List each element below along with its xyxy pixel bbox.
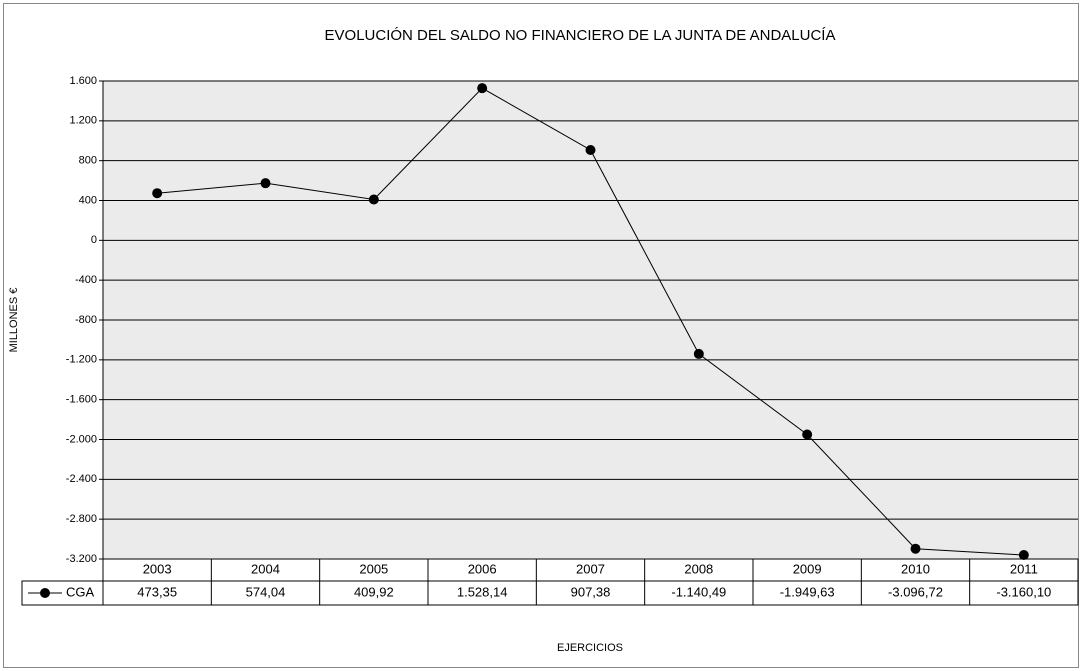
y-tick-label: 1.600 [69, 75, 97, 87]
y-tick-label: -1.200 [66, 354, 97, 366]
data-label: -3.096,72 [888, 584, 943, 599]
x-tick-label: 2003 [143, 561, 172, 576]
y-tick-label: -2.000 [66, 433, 97, 445]
y-tick-label: -400 [75, 274, 97, 286]
data-label: -3.160,10 [996, 584, 1051, 599]
data-point [802, 429, 813, 440]
x-tick-label: 2007 [576, 561, 605, 576]
x-tick-label: 2010 [901, 561, 930, 576]
legend-marker [40, 588, 50, 598]
data-point [1018, 550, 1029, 561]
chart-title: EVOLUCIÓN DEL SALDO NO FINANCIERO DE LA … [325, 27, 836, 44]
data-label: -1.140,49 [671, 584, 726, 599]
y-tick-label: -1.600 [66, 394, 97, 406]
x-tick-label: 2005 [359, 561, 388, 576]
y-tick-label: 800 [79, 155, 97, 167]
y-tick-label: -3.200 [66, 553, 97, 565]
data-point [368, 194, 379, 205]
y-tick-label: -2.800 [66, 513, 97, 525]
y-tick-label: 0 [91, 234, 97, 246]
data-point [152, 188, 163, 199]
legend-cell [21, 580, 104, 606]
x-tick-label: 2004 [251, 561, 280, 576]
data-label: 574,04 [246, 584, 286, 599]
x-tick-label: 2011 [1010, 561, 1038, 576]
data-label: 409,92 [354, 584, 394, 599]
data-point [693, 348, 704, 359]
y-axis-title: MILLONES € [8, 288, 20, 353]
x-tick-label: 2008 [684, 561, 713, 576]
data-point [477, 83, 488, 94]
data-point [910, 543, 921, 554]
y-tick-label: 1.200 [69, 115, 97, 127]
x-tick-label: 2009 [793, 561, 822, 576]
x-axis-title: EJERCICIOS [557, 642, 623, 654]
data-label: 473,35 [137, 584, 177, 599]
data-label: 1.528,14 [457, 584, 508, 599]
x-tick-label: 2006 [468, 561, 497, 576]
y-tick-label: -800 [75, 314, 97, 326]
y-tick-label: 400 [79, 194, 97, 206]
data-point [585, 144, 596, 155]
y-tick-label: -2.400 [66, 473, 97, 485]
data-label: 907,38 [571, 584, 611, 599]
legend-label: CGA [66, 584, 95, 599]
data-label: -1.949,63 [780, 584, 835, 599]
data-point [260, 178, 271, 189]
